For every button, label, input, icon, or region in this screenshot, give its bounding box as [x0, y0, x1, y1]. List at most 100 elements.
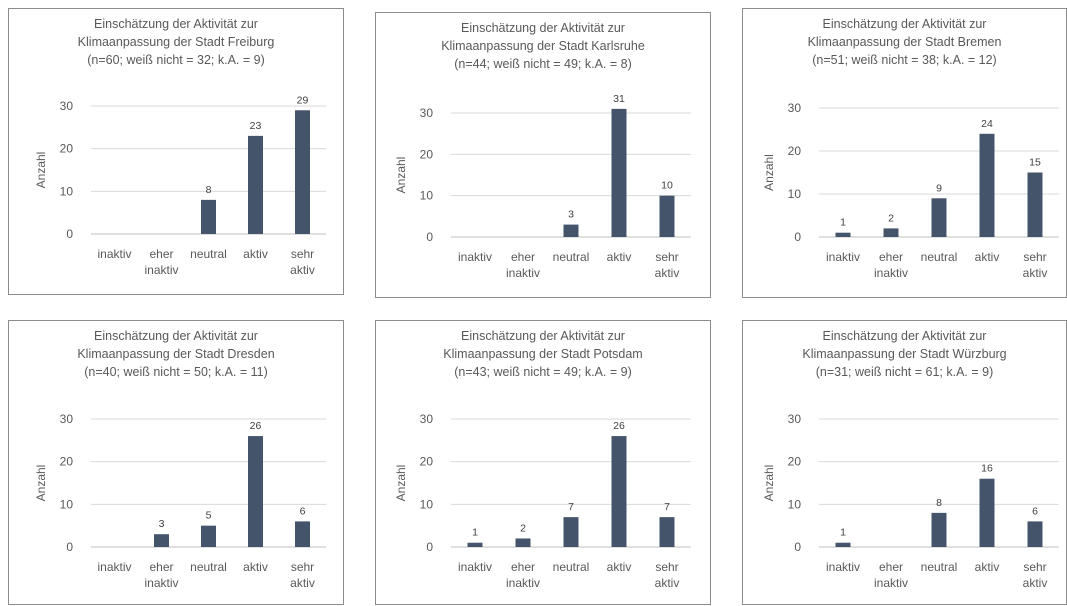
chart-title-line: Einschätzung der Aktivität zur: [822, 17, 987, 31]
y-tick-label: 20: [60, 455, 74, 469]
bar-chart: 0 10 20 30 Anzahl inaktiv eher inaktiv 8 neutral 2…: [34, 94, 326, 277]
category-label: inaktiv: [97, 247, 131, 261]
category-label: inaktiv: [506, 266, 540, 280]
category-label: eher: [149, 560, 173, 574]
category-label: eher: [879, 250, 903, 264]
y-tick-label: 10: [420, 189, 434, 203]
y-tick-label: 20: [420, 455, 434, 469]
category-label: aktiv: [975, 250, 1000, 264]
category-label: inaktiv: [826, 250, 860, 264]
category-label: aktiv: [1023, 576, 1048, 590]
chart-title: Einschätzung der Aktivität zur Klimaanpas…: [376, 327, 710, 381]
chart-title: Einschätzung der Aktivität zur Klimaanpas…: [743, 15, 1066, 69]
category-label: sehr: [655, 250, 678, 264]
y-axis-label: Anzahl: [394, 157, 408, 194]
category-label: aktiv: [1023, 266, 1048, 280]
y-tick-label: 10: [420, 497, 434, 511]
chart-title-line: Klimaanpassung der Stadt Karlsruhe: [441, 39, 645, 53]
bar: [659, 195, 675, 237]
y-axis-label: Anzahl: [762, 154, 776, 191]
y-tick-label: 0: [794, 230, 801, 244]
y-tick-label: 0: [794, 540, 801, 554]
y-tick-label: 0: [426, 540, 433, 554]
bar: [248, 436, 263, 547]
data-label: 1: [840, 527, 846, 539]
bar: [979, 478, 995, 547]
category-label: neutral: [190, 247, 227, 261]
category-label: aktiv: [290, 263, 315, 277]
category-label: aktiv: [290, 576, 315, 590]
data-label: 9: [936, 182, 942, 194]
y-tick-label: 0: [426, 230, 433, 244]
y-tick-label: 30: [420, 412, 434, 426]
category-label: inaktiv: [874, 266, 908, 280]
category-label: inaktiv: [458, 250, 492, 264]
y-tick-label: 0: [66, 540, 73, 554]
data-label: 7: [568, 501, 574, 513]
y-tick-label: 20: [60, 142, 74, 156]
data-label: 1: [840, 217, 846, 229]
category-label: sehr: [1023, 560, 1046, 574]
chart-title-line: Einschätzung der Aktivität zur: [461, 21, 625, 35]
data-label: 3: [568, 209, 574, 221]
data-label: 31: [613, 93, 625, 105]
category-label: inaktiv: [144, 263, 178, 277]
y-tick-label: 30: [60, 412, 74, 426]
bar: [295, 110, 310, 234]
y-tick-label: 30: [788, 412, 802, 426]
bar: [201, 525, 216, 547]
category-label: aktiv: [655, 266, 680, 280]
data-label: 16: [981, 463, 993, 475]
y-axis-label: Anzahl: [762, 465, 776, 502]
chart-title-line: Einschätzung der Aktivität zur: [822, 329, 987, 343]
chart-title-line: (n=40; weiß nicht = 50; k.A. = 11): [84, 365, 268, 379]
data-label: 7: [664, 501, 670, 513]
category-label: neutral: [553, 560, 590, 574]
bar: [883, 228, 899, 237]
category-label: sehr: [1023, 250, 1046, 264]
category-label: sehr: [291, 247, 314, 261]
bar: [659, 517, 675, 547]
bar: [248, 135, 263, 234]
category-label: inaktiv: [826, 560, 860, 574]
chart-title: Einschätzung der Aktivität zur Klimaanpas…: [9, 327, 343, 381]
chart-title-line: (n=44; weiß nicht = 49; k.A. = 8): [454, 57, 632, 71]
data-label: 6: [300, 505, 306, 517]
category-label: eher: [511, 560, 535, 574]
chart-panel-bremen: Einschätzung der Aktivität zur Klimaanpas…: [742, 8, 1067, 298]
category-label: neutral: [190, 560, 227, 574]
data-label: 29: [297, 94, 309, 106]
y-axis-label: Anzahl: [34, 152, 48, 189]
chart-title-line: (n=31; weiß nicht = 61; k.A. = 9): [815, 365, 994, 379]
bar: [835, 232, 851, 237]
bar-chart: 0 10 20 30 Anzahl inaktiv eher inaktiv 3 neutral 3…: [394, 93, 691, 280]
data-label: 3: [159, 518, 165, 530]
bar-chart: 0 10 20 30 Anzahl inaktiv 3 eher inaktiv 5 neutral…: [34, 412, 326, 590]
category-label: eher: [149, 247, 173, 261]
bar: [611, 436, 627, 547]
chart-title-line: (n=51; weiß nicht = 38; k.A. = 12): [812, 53, 997, 67]
y-tick-label: 30: [60, 99, 74, 113]
category-label: inaktiv: [97, 560, 131, 574]
chart-title-line: (n=43; weiß nicht = 49; k.A. = 9): [454, 365, 632, 379]
bar: [467, 542, 483, 547]
y-tick-label: 20: [788, 455, 802, 469]
data-label: 26: [613, 420, 625, 432]
chart-title-line: Klimaanpassung der Stadt Potsdam: [443, 347, 643, 361]
data-label: 5: [206, 510, 212, 522]
y-axis-label: Anzahl: [34, 465, 48, 502]
data-label: 2: [520, 522, 526, 534]
data-label: 8: [206, 184, 212, 196]
bar-chart: 0 10 20 30 Anzahl 1 inaktiv eher inaktiv 8 neutral…: [762, 412, 1059, 590]
chart-panel-wuerzburg: Einschätzung der Aktivität zur Klimaanpas…: [742, 320, 1067, 605]
chart-title-line: (n=60; weiß nicht = 32; k.A. = 9): [87, 53, 265, 67]
y-axis-label: Anzahl: [394, 465, 408, 502]
category-label: eher: [879, 560, 903, 574]
y-tick-label: 30: [788, 101, 802, 115]
bar: [835, 542, 851, 547]
category-label: sehr: [291, 560, 314, 574]
y-tick-label: 20: [788, 144, 802, 158]
chart-title-line: Klimaanpassung der Stadt Dresden: [77, 347, 275, 361]
bar-chart: 0 10 20 30 Anzahl 1 inaktiv 2 eher inaktiv 7 neutra…: [394, 412, 691, 590]
category-label: neutral: [921, 560, 958, 574]
